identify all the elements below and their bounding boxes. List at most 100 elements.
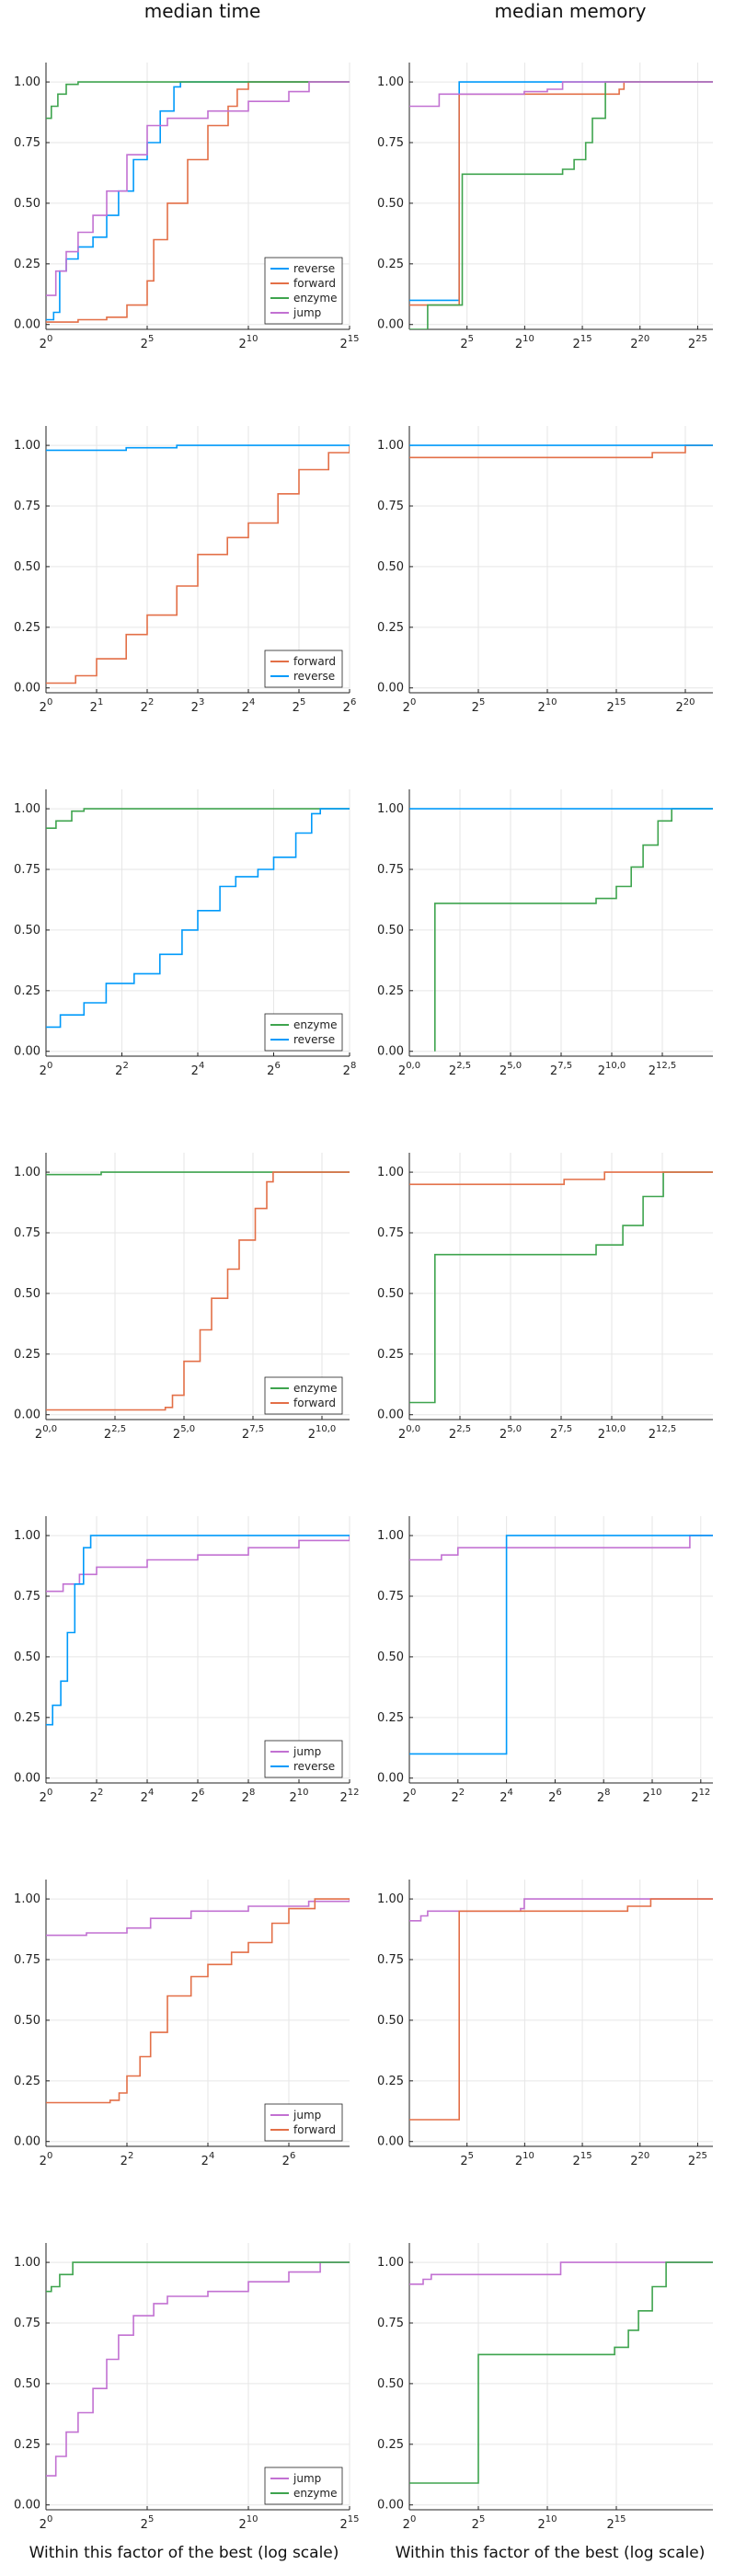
panel-3-time: 0.00 0.25 0.50 0.75 1.00 20 22 24 26 28 enzyme reve…	[14, 789, 356, 1078]
x-tick-label: 25	[293, 697, 306, 715]
y-tick-label: 0.75	[377, 1590, 404, 1604]
y-tick-label: 0.75	[377, 136, 404, 150]
legend: forward reverse	[264, 650, 343, 688]
legend-label-reverse: reverse	[293, 262, 335, 275]
series-line-jump	[409, 81, 713, 108]
series-line-reverse	[409, 1535, 713, 1755]
y-tick-label: 1.00	[14, 802, 40, 816]
y-tick-label: 1.00	[377, 802, 404, 816]
legend-label-reverse: reverse	[293, 1760, 335, 1773]
x-tick-label: 22	[90, 1788, 104, 1805]
y-tick-label: 0.25	[377, 1711, 404, 1725]
x-axis-label-memory: Within this factor of the best (log scal…	[395, 2544, 706, 2562]
y-tick-label: 0.25	[377, 621, 404, 635]
x-tick-label: 225	[688, 334, 707, 351]
x-tick-label: 22	[121, 2151, 134, 2168]
panel-6-memory: 0.00 0.25 0.50 0.75 1.00 25 210 215 220 225	[377, 1880, 713, 2168]
y-tick-label: 0.50	[14, 2014, 40, 2028]
y-tick-label: 0.00	[377, 1045, 404, 1059]
y-tick-label: 0.25	[377, 2075, 404, 2088]
legend-label-forward: forward	[293, 2123, 336, 2136]
panel-7-time: 0.00 0.25 0.50 0.75 1.00 20 25 210 215 jump enzyme	[14, 2243, 360, 2532]
x-tick-label: 215	[606, 2514, 626, 2532]
series-line-forward	[46, 1898, 350, 2104]
x-tick-label: 210	[289, 1788, 308, 1805]
y-tick-label: 1.00	[14, 1529, 40, 1543]
x-tick-label: 26	[282, 2151, 296, 2168]
series-line-jump	[46, 1899, 350, 1937]
legend-label-reverse: reverse	[293, 670, 335, 683]
x-tick-label: 20	[40, 697, 53, 715]
x-tick-label: 20,0	[35, 1424, 57, 1442]
y-tick-label: 0.25	[14, 2075, 40, 2088]
y-tick-label: 0.00	[14, 1772, 40, 1786]
series-line-enzyme	[409, 2261, 713, 2484]
y-tick-label: 0.75	[377, 1226, 404, 1240]
x-tick-label: 215	[339, 2514, 359, 2532]
y-tick-label: 1.00	[377, 75, 404, 89]
series-line-forward	[409, 81, 713, 306]
x-tick-label: 210,0	[598, 1061, 626, 1078]
y-tick-label: 0.75	[14, 863, 40, 877]
series-line-forward	[409, 444, 713, 459]
x-tick-label: 20	[40, 1061, 53, 1078]
y-tick-label: 0.75	[14, 2317, 40, 2330]
y-tick-label: 0.00	[377, 682, 404, 696]
legend: enzyme reverse	[264, 1013, 343, 1052]
panel-5-memory: 0.00 0.25 0.50 0.75 1.00 20 22 24 26 28 210 212	[377, 1516, 713, 1805]
y-tick-label: 0.75	[377, 1953, 404, 1967]
x-tick-label: 28	[242, 1788, 256, 1805]
legend-label-jump: jump	[293, 2472, 321, 2485]
x-tick-label: 25	[472, 2514, 486, 2532]
series-line-forward	[46, 445, 350, 684]
series-line-enzyme	[46, 2261, 350, 2293]
y-tick-label: 0.50	[14, 2377, 40, 2391]
x-tick-label: 220	[675, 697, 695, 715]
x-tick-label: 210	[238, 2514, 258, 2532]
x-tick-label: 24	[201, 2151, 215, 2168]
y-tick-label: 1.00	[377, 1529, 404, 1543]
series-line-reverse	[409, 81, 713, 302]
x-tick-label: 27,5	[550, 1424, 572, 1442]
series-line-reverse	[46, 1535, 350, 1726]
x-tick-label: 20	[40, 2151, 53, 2168]
legend-box	[264, 1376, 343, 1415]
x-tick-label: 28	[343, 1061, 357, 1078]
legend-label-reverse: reverse	[293, 1033, 335, 1046]
y-tick-label: 1.00	[14, 75, 40, 89]
series-line-reverse	[46, 808, 350, 1029]
x-tick-label: 28	[597, 1788, 611, 1805]
legend-label-forward: forward	[293, 277, 336, 290]
x-tick-label: 24	[141, 1788, 155, 1805]
y-tick-label: 0.25	[377, 984, 404, 998]
column-title-median-memory: median memory	[494, 0, 647, 22]
x-tick-label: 26	[343, 697, 357, 715]
x-tick-label: 22,5	[449, 1424, 471, 1442]
x-tick-label: 20	[403, 1788, 417, 1805]
x-tick-label: 210,0	[308, 1424, 337, 1442]
y-tick-label: 0.25	[377, 258, 404, 271]
legend-box	[264, 650, 343, 688]
y-tick-label: 0.75	[377, 500, 404, 513]
y-tick-label: 0.25	[377, 2438, 404, 2452]
x-tick-label: 22	[115, 1061, 129, 1078]
x-tick-label: 212,5	[649, 1061, 677, 1078]
x-tick-label: 24	[191, 1061, 205, 1078]
x-tick-label: 220	[630, 334, 649, 351]
series-line-forward	[409, 1898, 713, 2121]
series-line-enzyme	[409, 81, 713, 329]
legend-label-enzyme: enzyme	[293, 292, 337, 305]
series-line-enzyme	[409, 1171, 713, 1404]
series-line-enzyme	[46, 1171, 350, 1176]
legend: enzyme forward	[264, 1376, 343, 1415]
panel-7-memory: 0.00 0.25 0.50 0.75 1.00 20 25 210 215	[377, 2243, 713, 2532]
x-tick-label: 210,0	[598, 1424, 626, 1442]
y-tick-label: 1.00	[377, 1892, 404, 1906]
y-tick-label: 0.75	[14, 500, 40, 513]
x-tick-label: 210	[515, 334, 534, 351]
x-tick-label: 215	[339, 334, 359, 351]
legend-label-jump: jump	[293, 2109, 321, 2122]
x-tick-label: 225	[688, 2151, 707, 2168]
x-tick-label: 210	[537, 2514, 557, 2532]
